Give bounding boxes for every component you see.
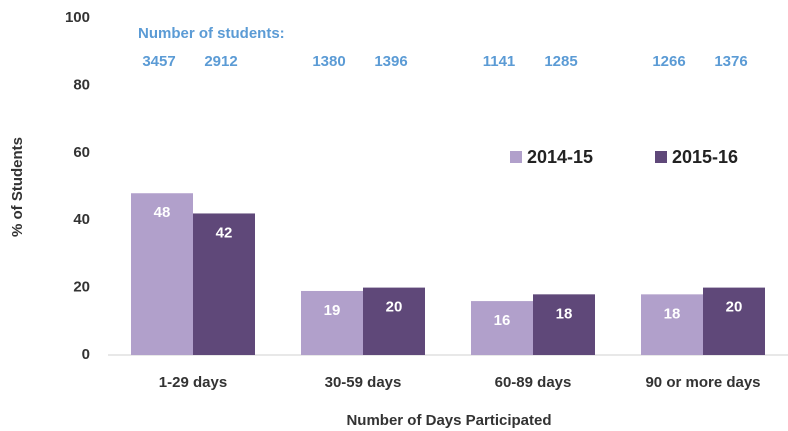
bar — [471, 301, 533, 355]
bar-value-label: 18 — [556, 305, 573, 322]
x-tick-label: 30-59 days — [325, 374, 402, 391]
legend-swatch — [655, 151, 667, 163]
y-tick-label: 40 — [73, 211, 90, 228]
bar-value-label: 20 — [386, 299, 403, 316]
bar-value-label: 16 — [494, 312, 511, 329]
bar — [363, 287, 425, 355]
y-tick-label: 60 — [73, 144, 90, 161]
student-count: 1376 — [714, 53, 747, 70]
student-count: 1380 — [312, 53, 345, 70]
bar-value-label: 48 — [154, 204, 171, 221]
x-tick-label: 1-29 days — [159, 374, 227, 391]
student-count: 2912 — [204, 53, 237, 70]
y-tick-label: 0 — [82, 346, 90, 363]
bar — [301, 290, 363, 355]
y-tick-label: 100 — [65, 9, 90, 26]
legend-label: 2015-16 — [672, 147, 738, 167]
student-count: 1285 — [544, 53, 577, 70]
bar — [193, 213, 255, 355]
counts-heading: Number of students: — [138, 25, 285, 42]
y-tick-label: 80 — [73, 76, 90, 93]
legend-swatch — [510, 151, 522, 163]
x-axis-title: Number of Days Participated — [346, 412, 551, 429]
legend-label: 2014-15 — [527, 147, 593, 167]
student-count: 1396 — [374, 53, 407, 70]
bar-value-label: 20 — [726, 299, 743, 316]
x-tick-label: 90 or more days — [645, 374, 760, 391]
bar-value-label: 42 — [216, 224, 233, 241]
y-axis-title: % of Students — [9, 137, 26, 237]
bar — [703, 287, 765, 355]
bar — [641, 294, 703, 355]
student-count: 1141 — [483, 53, 516, 70]
bar-value-label: 18 — [664, 305, 681, 322]
bar-value-label: 19 — [324, 302, 341, 319]
y-tick-label: 20 — [73, 279, 90, 296]
student-count: 1266 — [652, 53, 685, 70]
student-count: 3457 — [142, 53, 175, 70]
bar — [533, 294, 595, 355]
x-tick-label: 60-89 days — [495, 374, 572, 391]
bar — [131, 193, 193, 355]
